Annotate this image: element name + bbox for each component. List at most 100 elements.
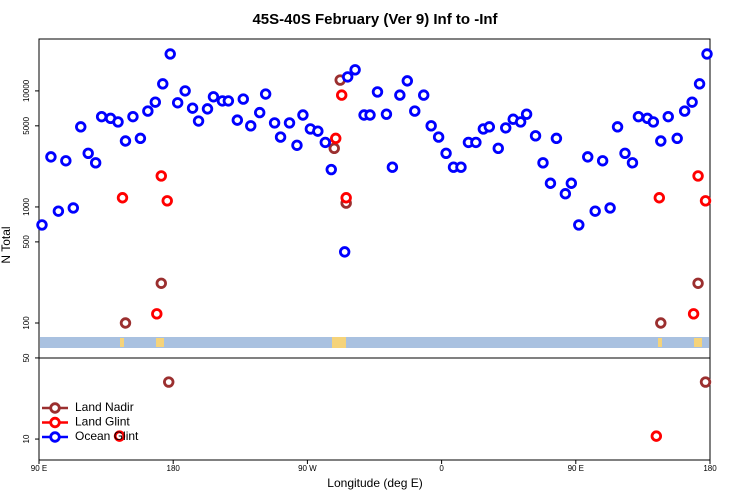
data-point: [386, 161, 399, 173]
data-point: [163, 376, 175, 388]
data-point: [328, 142, 340, 155]
plot-frame: [38, 38, 711, 461]
chart-title: 45S-40S February (Ver 9) Inf to -Inf: [252, 11, 498, 28]
data-point: [179, 85, 191, 97]
data-point: [142, 105, 154, 117]
data-point: [394, 89, 406, 101]
data-point: [60, 155, 72, 167]
data-point: [520, 108, 533, 120]
legend-marker: [49, 431, 61, 443]
data-point: [687, 308, 700, 320]
data-point: [371, 86, 384, 98]
data-point: [186, 102, 199, 114]
y-axis-title: N Total: [0, 226, 13, 263]
data-point: [686, 96, 698, 108]
data-point: [112, 116, 124, 128]
y-tick-label: 10: [22, 434, 31, 443]
data-point: [95, 110, 108, 123]
data-point: [335, 89, 348, 101]
data-point: [171, 97, 184, 109]
data-point: [440, 147, 452, 159]
data-point: [653, 192, 666, 204]
data-point: [207, 91, 220, 103]
data-point: [611, 121, 624, 133]
y-tick-label: 10000: [22, 79, 31, 102]
data-point: [116, 192, 129, 204]
y-tick-label: 100: [22, 316, 31, 330]
land-bit: [120, 338, 124, 347]
data-point: [589, 205, 601, 217]
data-point: [75, 121, 87, 133]
data-point: [455, 161, 467, 173]
data-point: [67, 202, 79, 214]
data-point: [155, 277, 167, 289]
data-point: [500, 122, 512, 134]
y-tick-label: 5000: [22, 116, 31, 134]
data-point: [364, 109, 376, 121]
x-tick-label: 180: [703, 464, 717, 473]
land-bit: [332, 337, 346, 348]
data-point: [619, 147, 631, 159]
data-point: [671, 132, 683, 145]
data-point: [134, 132, 147, 145]
data-point: [151, 308, 163, 320]
data-point: [604, 202, 616, 214]
data-point: [338, 246, 351, 258]
data-point: [161, 195, 173, 207]
data-point: [650, 430, 663, 442]
data-point: [155, 170, 167, 182]
data-point: [52, 205, 65, 217]
data-point: [699, 376, 712, 388]
data-point: [201, 103, 214, 115]
data-point: [341, 71, 354, 83]
data-point: [164, 48, 176, 60]
data-point: [319, 136, 331, 149]
data-point: [626, 157, 639, 169]
data-point: [283, 117, 296, 129]
data-point: [245, 120, 257, 132]
data-point: [492, 142, 504, 155]
legend-marker: [49, 402, 61, 414]
data-point: [537, 157, 549, 169]
y-tick-label: 1000: [22, 197, 31, 215]
data-point: [119, 317, 132, 329]
data-point: [36, 219, 48, 231]
data-point: [82, 147, 94, 159]
data-point: [291, 139, 303, 151]
data-point: [655, 317, 667, 329]
data-point: [222, 95, 235, 107]
data-point: [550, 132, 563, 145]
data-point: [268, 117, 281, 129]
data-point: [662, 110, 674, 123]
x-tick-label: 90 E: [568, 464, 584, 473]
data-point: [655, 135, 667, 147]
data-point: [596, 155, 609, 167]
y-tick-label: 50: [22, 353, 31, 362]
x-tick-label: 180: [167, 464, 181, 473]
x-tick-label: 90 E: [31, 464, 47, 473]
data-point: [632, 110, 645, 123]
data-point: [45, 151, 57, 163]
legend-label: Ocean Glint: [75, 429, 139, 443]
ocean-strip: [40, 337, 709, 348]
legend-marker: [49, 416, 61, 429]
land-bit: [694, 338, 702, 347]
data-point: [470, 136, 482, 149]
data-point: [237, 93, 249, 105]
data-point: [483, 121, 496, 133]
data-point: [559, 188, 572, 200]
data-point: [157, 78, 169, 90]
data-point: [529, 130, 542, 142]
data-point: [418, 89, 430, 101]
x-tick-label: 0: [439, 464, 444, 473]
data-point: [692, 277, 704, 289]
data-point: [693, 78, 706, 90]
data-point: [119, 135, 132, 147]
legend-label: Land Glint: [75, 415, 130, 429]
data-point: [259, 88, 272, 100]
data-point: [701, 48, 713, 60]
data-point: [514, 116, 527, 128]
land-ocean-strip: [40, 337, 709, 348]
data-point: [113, 430, 126, 442]
